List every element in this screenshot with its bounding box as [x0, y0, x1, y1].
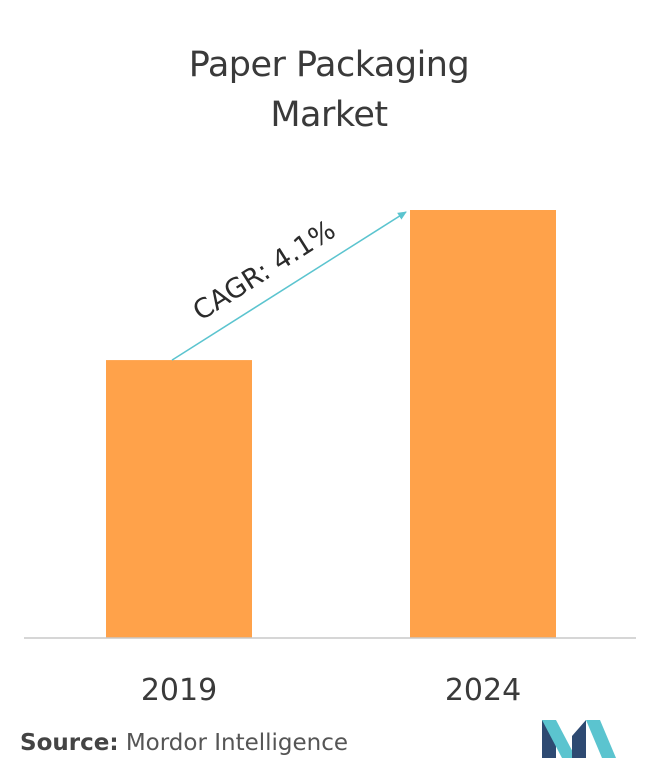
source-label: Source:	[20, 730, 119, 756]
cagr-arrow	[171, 211, 407, 361]
chart-title-line-1: Paper Packaging	[188, 45, 470, 85]
source-text: Mordor Intelligence	[118, 730, 349, 756]
bar-2019	[106, 360, 252, 638]
x-tick-label-2019: 2019	[141, 673, 217, 708]
bar-2024	[410, 210, 556, 638]
x-tick-label-2024: 2024	[445, 673, 521, 708]
chart-title: Paper Packaging Market	[0, 40, 658, 140]
mordor-intelligence-logo-icon	[542, 720, 616, 758]
cagr-label: CAGR: 4.1%	[188, 214, 341, 327]
source-note: Source: Mordor Intelligence	[20, 730, 348, 756]
chart-title-line-2: Market	[270, 95, 388, 135]
